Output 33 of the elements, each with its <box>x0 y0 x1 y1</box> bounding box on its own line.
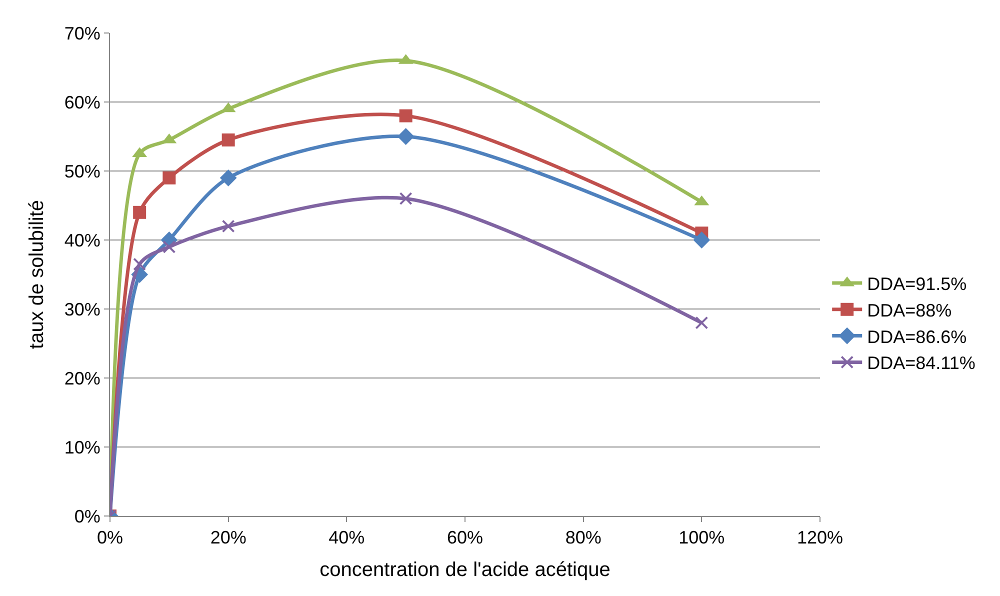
legend-label: DDA=84.11% <box>867 353 976 374</box>
legend-label: DDA=91.5% <box>867 274 967 294</box>
point <box>399 192 412 206</box>
legend-label: DDA=86.6% <box>867 326 967 347</box>
point <box>133 206 146 219</box>
legend-label: DDA=88% <box>867 300 952 320</box>
y-tick-label: 30% <box>64 299 100 320</box>
x-tick-label: 60% <box>446 528 484 548</box>
y-tick-label: 50% <box>64 161 100 182</box>
point <box>693 232 710 248</box>
y-tick-label: 20% <box>64 368 100 388</box>
y-tick-label: 10% <box>64 437 100 458</box>
point <box>222 220 235 233</box>
x-tick-label: 40% <box>328 528 365 548</box>
x-tick-label: 0% <box>96 528 124 548</box>
point <box>399 109 412 122</box>
x-tick-label: 100% <box>678 528 725 548</box>
x-tick-label: 80% <box>565 528 602 548</box>
y-tick-label: 0% <box>74 506 100 526</box>
x-tick-label: 120% <box>796 528 844 548</box>
point <box>162 240 176 254</box>
point <box>133 258 146 271</box>
y-tick-label: 70% <box>64 23 100 44</box>
point <box>397 128 414 145</box>
x-tick-label: 20% <box>210 528 246 548</box>
point <box>220 169 237 186</box>
point <box>695 316 708 330</box>
y-axis-title: taux de solubilité <box>26 200 48 349</box>
x-axis-title: concentration de l'acide acétique <box>320 559 610 582</box>
point <box>222 133 235 146</box>
point <box>162 171 176 184</box>
y-tick-label: 40% <box>64 230 100 250</box>
y-tick-label: 60% <box>64 92 100 112</box>
